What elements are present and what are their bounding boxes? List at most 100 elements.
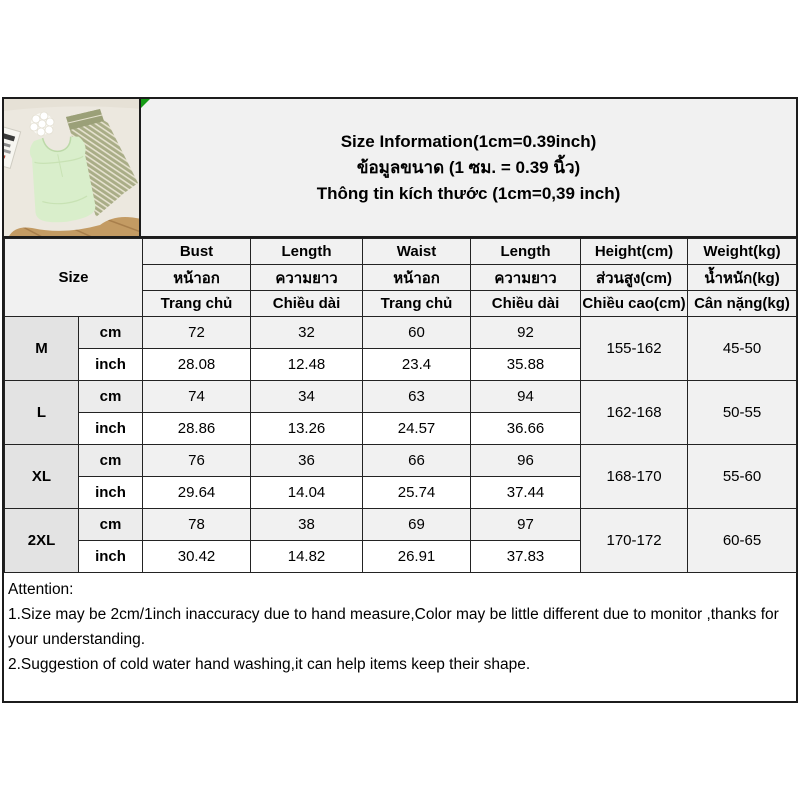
l-waist-cm: 63 — [362, 380, 472, 413]
l-bust-cm: 74 — [142, 380, 252, 413]
m-length1-cm: 32 — [250, 316, 364, 349]
title-cell: Size Information(1cm=0.39inch) ข้อมูลขนา… — [141, 99, 796, 238]
xl-length2-inch: 37.44 — [470, 476, 582, 509]
size-label-m: M — [4, 316, 79, 381]
xl-height-range: 168-170 — [580, 444, 689, 509]
size-label-xl: XL — [4, 444, 79, 509]
col-header-bust-en: Bust — [142, 238, 252, 265]
unit-label-cm: cm — [77, 508, 144, 541]
xl-bust-cm: 76 — [142, 444, 252, 477]
col-header-bust-vi: Trang chủ — [142, 290, 252, 317]
product-photo — [4, 99, 141, 238]
attention-label: Attention: — [8, 581, 74, 598]
2xl-length1-inch: 14.82 — [250, 540, 364, 573]
table-row-xl-cm: XL cm 76 36 66 96 168-170 55-60 — [4, 444, 798, 509]
unit-label-cm: cm — [77, 316, 144, 349]
col-header-length2-vi: Chiều dài — [470, 290, 582, 317]
unit-label-cm: cm — [77, 380, 144, 413]
magazine — [4, 123, 22, 170]
2xl-length2-cm: 97 — [470, 508, 582, 541]
unit-label-inch: inch — [77, 412, 144, 445]
m-length2-cm: 92 — [470, 316, 582, 349]
col-header-waist-th: หน้าอก — [362, 264, 472, 291]
xl-length1-inch: 14.04 — [250, 476, 364, 509]
m-weight-range: 45-50 — [687, 316, 798, 381]
m-waist-cm: 60 — [362, 316, 472, 349]
xl-length1-cm: 36 — [250, 444, 364, 477]
col-header-length1-en: Length — [250, 238, 364, 265]
col-header-height-th: ส่วนสูง(cm) — [580, 264, 689, 291]
2xl-bust-inch: 30.42 — [142, 540, 252, 573]
m-bust-inch: 28.08 — [142, 348, 252, 381]
attention-note-2: 2.Suggestion of cold water hand washing,… — [8, 656, 531, 673]
m-length1-inch: 12.48 — [250, 348, 364, 381]
tank-top — [29, 136, 96, 223]
xl-bust-inch: 29.64 — [142, 476, 252, 509]
header-row-thai: หน้าอก ความยาว หน้าอก ความยาว ส่วนสูง(cm… — [5, 264, 798, 291]
unit-label-inch: inch — [77, 348, 144, 381]
col-header-length1-th: ความยาว — [250, 264, 364, 291]
col-header-waist-en: Waist — [362, 238, 472, 265]
2xl-waist-cm: 69 — [362, 508, 472, 541]
col-header-length2-en: Length — [470, 238, 582, 265]
table-row-l-cm: L cm 74 34 63 94 162-168 50-55 — [4, 380, 798, 445]
col-header-bust-th: หน้าอก — [142, 264, 252, 291]
l-weight-range: 50-55 — [687, 380, 798, 445]
title-vietnamese: Thông tin kích thước (1cm=0,39 inch) — [316, 183, 621, 203]
l-waist-inch: 24.57 — [362, 412, 472, 445]
table-row-l-inch: inch 28.86 13.26 24.57 36.66 — [5, 412, 797, 445]
l-length1-cm: 34 — [250, 380, 364, 413]
size-label-2xl: 2XL — [4, 508, 79, 573]
l-bust-inch: 28.86 — [142, 412, 252, 445]
size-label-l: L — [4, 380, 79, 445]
col-header-waist-vi: Trang chủ — [362, 290, 472, 317]
m-bust-cm: 72 — [142, 316, 252, 349]
table-row-xl-inch: inch 29.64 14.04 25.74 37.44 — [5, 476, 797, 509]
xl-length2-cm: 96 — [470, 444, 582, 477]
table-row-m-inch: inch 28.08 12.48 23.4 35.88 — [5, 348, 797, 381]
table-row-2xl-cm: 2XL cm 78 38 69 97 170-172 60-65 — [4, 508, 798, 573]
col-header-weight-en: Weight(kg) — [687, 238, 798, 265]
l-length2-inch: 36.66 — [470, 412, 582, 445]
product-photo-illustration — [4, 99, 139, 236]
unit-label-inch: inch — [77, 476, 144, 509]
2xl-length1-cm: 38 — [250, 508, 364, 541]
header-row-english: Size Bust Length Waist Length Height(cm)… — [3, 238, 798, 317]
attention-note-1: 1.Size may be 2cm/1inch inaccuracy due t… — [8, 606, 779, 648]
unit-label-cm: cm — [77, 444, 144, 477]
col-header-length2-th: ความยาว — [470, 264, 582, 291]
striped-pants — [66, 109, 138, 217]
2xl-waist-inch: 26.91 — [362, 540, 472, 573]
col-header-length1-vi: Chiều dài — [250, 290, 364, 317]
l-height-range: 162-168 — [580, 380, 689, 445]
m-height-range: 155-162 — [580, 316, 689, 381]
xl-weight-range: 55-60 — [687, 444, 798, 509]
table-row-2xl-inch: inch 30.42 14.82 26.91 37.83 — [5, 540, 797, 573]
m-waist-inch: 23.4 — [362, 348, 472, 381]
cell-corner-marker — [141, 99, 150, 108]
xl-waist-inch: 25.74 — [362, 476, 472, 509]
2xl-length2-inch: 37.83 — [470, 540, 582, 573]
title-thai: ข้อมูลขนาด (1 ซม. = 0.39 นิ้ว) — [356, 157, 581, 177]
attention-notes: Attention: 1.Size may be 2cm/1inch inacc… — [4, 573, 796, 677]
l-length2-cm: 94 — [470, 380, 582, 413]
col-header-weight-vi: Cân nặng(kg) — [687, 290, 798, 317]
unit-label-inch: inch — [77, 540, 144, 573]
top-band: Size Information(1cm=0.39inch) ข้อมูลขนา… — [4, 99, 796, 238]
xl-waist-cm: 66 — [362, 444, 472, 477]
size-column-header: Size — [3, 238, 144, 317]
2xl-bust-cm: 78 — [142, 508, 252, 541]
size-chart-sheet: Size Information(1cm=0.39inch) ข้อมูลขนา… — [2, 97, 798, 703]
title-english: Size Information(1cm=0.39inch) — [340, 131, 597, 151]
col-header-height-vi: Chiều cao(cm) — [580, 290, 689, 317]
l-length1-inch: 13.26 — [250, 412, 364, 445]
col-header-height-en: Height(cm) — [580, 238, 689, 265]
m-length2-inch: 35.88 — [470, 348, 582, 381]
header-row-vietnamese: Trang chủ Chiều dài Trang chủ Chiều dài … — [5, 290, 798, 317]
table-row-m-cm: M cm 72 32 60 92 155-162 45-50 — [4, 316, 798, 381]
2xl-height-range: 170-172 — [580, 508, 689, 573]
size-table: Size Bust Length Waist Length Height(cm)… — [3, 238, 798, 573]
2xl-weight-range: 60-65 — [687, 508, 798, 573]
scrunchie — [29, 111, 55, 137]
col-header-weight-th: น้ำหนัก(kg) — [687, 264, 798, 291]
